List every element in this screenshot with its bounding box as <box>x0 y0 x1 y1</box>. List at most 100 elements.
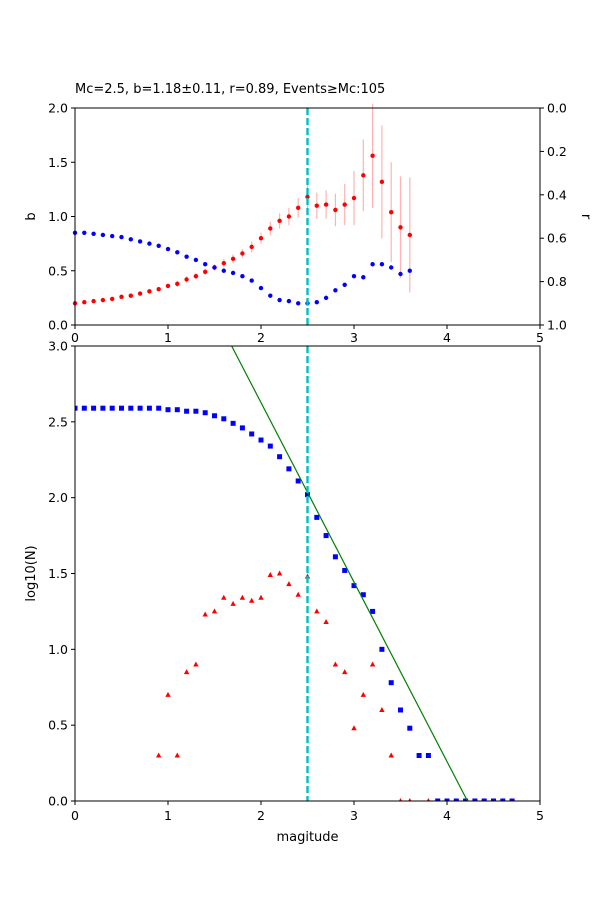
bottom-panel: 0 1 2 3 4 5 0.0 0.5 1.0 1.5 2.0 2.5 3.0 magitude lo… <box>24 339 544 846</box>
cumulative-point <box>109 405 115 411</box>
top-y-tick-label: 2.0 <box>48 101 68 116</box>
r-value-point <box>314 300 319 305</box>
top-plot-area <box>72 103 412 325</box>
noncumulative-point <box>156 752 162 758</box>
noncumulative-point <box>211 608 218 614</box>
cumulative-point <box>398 707 403 713</box>
r-value-point <box>147 241 152 246</box>
top-x-tick-label: 0 <box>71 330 79 345</box>
top-y-right-tick-label: 0.2 <box>547 144 567 159</box>
b-value-point <box>296 205 301 211</box>
top-y-axis-label: b <box>24 212 39 220</box>
noncumulative-point <box>193 661 199 667</box>
b-value-point <box>407 232 412 238</box>
b-value-point <box>165 283 171 289</box>
top-x-tick-label: 4 <box>443 330 451 345</box>
bottom-x-axis-label: magitude <box>276 830 338 845</box>
cumulative-point <box>444 798 450 801</box>
r-value-point <box>296 301 301 306</box>
b-value-point <box>221 260 226 266</box>
b-value-point <box>379 179 385 184</box>
r-value-point <box>100 232 106 238</box>
r-value-point <box>258 285 264 291</box>
r-value-point <box>370 262 375 267</box>
noncumulative-point <box>314 608 320 614</box>
b-value-point <box>314 203 319 208</box>
top-x-tick-label: 2 <box>257 330 265 345</box>
cumulative-point <box>416 753 422 758</box>
r-value-point <box>137 239 143 244</box>
b-value-point <box>128 293 133 298</box>
b-value-point <box>351 195 357 201</box>
r-value-point <box>249 278 254 283</box>
cumulative-point <box>165 407 171 413</box>
cumulative-point <box>146 405 152 411</box>
noncumulative-point <box>351 725 357 731</box>
noncumulative-point <box>165 691 171 697</box>
b-value-point <box>119 294 124 299</box>
cumulative-point <box>249 431 255 437</box>
cumulative-point <box>128 405 134 411</box>
top-y-right-tick-label: 0.8 <box>547 274 567 289</box>
top-x-tick-label: 3 <box>350 330 358 345</box>
b-value-point <box>268 226 273 231</box>
cumulative-point <box>509 798 515 801</box>
cumulative-point <box>184 408 190 414</box>
cumulative-point <box>342 567 348 573</box>
r-value-point <box>323 295 329 301</box>
r-value-point <box>268 293 273 298</box>
cumulative-point <box>193 408 199 414</box>
top-x-tick-label: 1 <box>164 330 172 345</box>
noncumulative-point <box>183 669 190 675</box>
bottom-y-tick-label: 1.0 <box>48 642 68 657</box>
noncumulative-point <box>295 591 301 597</box>
r-value-point <box>379 262 385 267</box>
cumulative-point <box>360 592 366 598</box>
bottom-y-tick-label: 1.5 <box>48 566 68 581</box>
b-value-point <box>249 244 254 250</box>
top-y-axis-label-right: r <box>578 214 593 220</box>
cumulative-point <box>295 478 301 484</box>
r-value-point <box>110 233 115 239</box>
cumulative-point <box>323 533 329 539</box>
r-value-point <box>361 275 366 280</box>
bottom-y-tick-label: 0.5 <box>48 718 68 733</box>
r-value-point <box>128 237 133 242</box>
noncumulative-point <box>388 752 394 758</box>
r-value-point <box>333 288 338 293</box>
cumulative-point <box>435 798 441 801</box>
cumulative-point <box>119 405 124 411</box>
r-value-point <box>184 254 189 259</box>
r-value-point <box>175 250 180 255</box>
cumulative-point <box>425 753 431 758</box>
r-value-point <box>119 234 124 240</box>
top-y-tick-label: 1.0 <box>48 209 68 224</box>
cumulative-point <box>137 405 143 411</box>
noncumulative-point <box>408 798 412 801</box>
noncumulative-point <box>360 691 366 697</box>
top-panel: Mc=2.5, b=1.18±0.11, r=0.89, Events≥Mc:1… <box>24 82 593 345</box>
cumulative-point <box>500 798 506 801</box>
b-value-point <box>147 289 152 294</box>
b-value-point <box>82 300 87 305</box>
top-y-right-tick-label: 1.0 <box>547 318 567 333</box>
r-value-point <box>193 257 199 263</box>
r-value-point <box>165 246 171 252</box>
b-value-point <box>110 296 115 302</box>
top-x-tick-label: 5 <box>536 330 544 345</box>
b-value-point <box>398 225 403 230</box>
cumulative-point <box>174 407 180 413</box>
r-value-point <box>286 298 292 304</box>
top-y-right-tick-label: 0.6 <box>547 231 567 246</box>
bottom-y-tick-label: 2.5 <box>48 414 68 429</box>
bottom-x-tick-label: 5 <box>536 808 544 823</box>
cumulative-point <box>481 798 487 801</box>
b-value-point <box>258 236 264 241</box>
r-value-point <box>407 268 412 273</box>
noncumulative-point <box>258 594 264 600</box>
bottom-y-ticks: 0.0 0.5 1.0 1.5 2.0 2.5 3.0 <box>48 339 75 809</box>
top-y-ticks-right: 0.0 0.2 0.4 0.6 0.8 1.0 <box>540 101 567 333</box>
top-y-ticks: 0.0 0.5 1.0 1.5 2.0 <box>48 101 75 333</box>
b-value-point <box>240 251 245 256</box>
